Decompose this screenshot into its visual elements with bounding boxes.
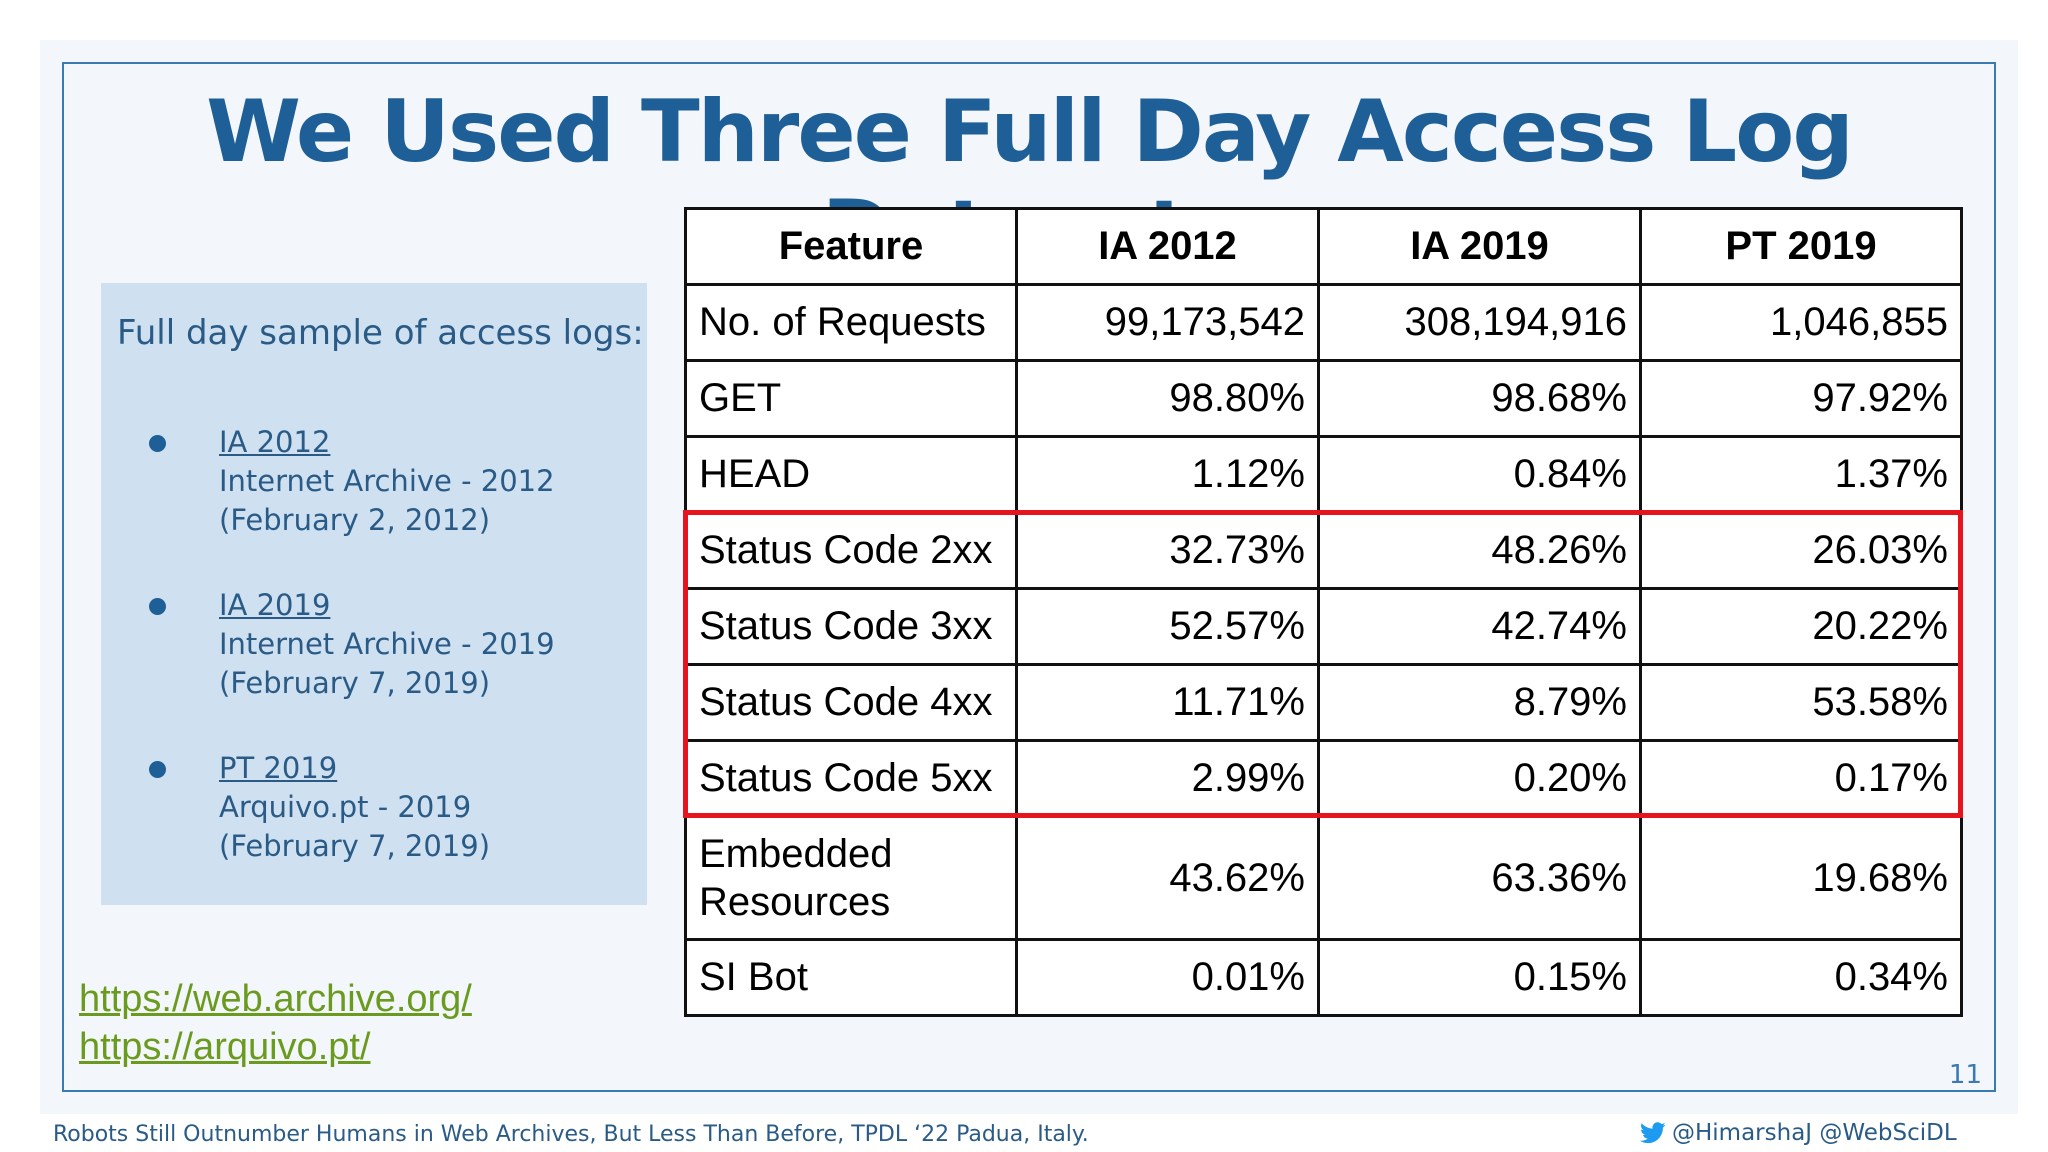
value-cell: 0.01% xyxy=(1015,938,1320,1017)
value-cell: 308,194,916 xyxy=(1317,283,1642,362)
feature-cell: Status Code 3xx xyxy=(684,587,1018,666)
column-header: IA 2012 xyxy=(1015,207,1320,286)
feature-cell: SI Bot xyxy=(684,938,1018,1017)
archive-links: https://web.archive.org/ https://arquivo… xyxy=(79,975,472,1071)
feature-cell: Embedded Resources xyxy=(684,815,1018,941)
dataset-item-ia-2019: IA 2019 Internet Archive - 2019 (Februar… xyxy=(149,586,555,703)
value-cell: 1,046,855 xyxy=(1639,283,1963,362)
dataset-item-ia-2012: IA 2012 Internet Archive - 2012 (Februar… xyxy=(149,423,555,540)
feature-cell: HEAD xyxy=(684,435,1018,514)
value-cell: 97.92% xyxy=(1639,359,1963,438)
table-header-row: Feature IA 2012 IA 2019 PT 2019 xyxy=(684,207,1963,286)
bullet-icon xyxy=(149,435,166,452)
column-header: PT 2019 xyxy=(1639,207,1963,286)
dataset-description: Arquivo.pt - 2019 xyxy=(219,790,472,824)
table-row: No. of Requests 99,173,542 308,194,916 1… xyxy=(684,283,1963,362)
value-cell: 0.34% xyxy=(1639,938,1963,1017)
bullet-icon xyxy=(149,761,166,778)
value-cell: 53.58% xyxy=(1639,663,1963,742)
twitter-icon xyxy=(1640,1122,1666,1144)
table-row: Status Code 5xx 2.99% 0.20% 0.17% xyxy=(684,739,1963,818)
value-cell: 32.73% xyxy=(1015,511,1320,590)
value-cell: 20.22% xyxy=(1639,587,1963,666)
slide-frame xyxy=(62,62,1996,1092)
column-header: IA 2019 xyxy=(1317,207,1642,286)
footer-handles: @HimarshaJ @WebSciDL xyxy=(1640,1120,1957,1146)
value-cell: 2.99% xyxy=(1015,739,1320,818)
value-cell: 52.57% xyxy=(1015,587,1320,666)
table-row: GET 98.80% 98.68% 97.92% xyxy=(684,359,1963,438)
value-cell: 43.62% xyxy=(1015,815,1320,941)
link-arquivo[interactable]: https://arquivo.pt/ xyxy=(79,1026,371,1068)
feature-cell: Status Code 5xx xyxy=(684,739,1018,818)
value-cell: 26.03% xyxy=(1639,511,1963,590)
table-row: Status Code 4xx 11.71% 8.79% 53.58% xyxy=(684,663,1963,742)
value-cell: 0.15% xyxy=(1317,938,1642,1017)
value-cell: 11.71% xyxy=(1015,663,1320,742)
table-row: HEAD 1.12% 0.84% 1.37% xyxy=(684,435,1963,514)
value-cell: 0.84% xyxy=(1317,435,1642,514)
sidebar-heading: Full day sample of access logs: xyxy=(117,313,644,353)
value-cell: 19.68% xyxy=(1639,815,1963,941)
column-header: Feature xyxy=(684,207,1018,286)
bullet-icon xyxy=(149,598,166,615)
value-cell: 0.20% xyxy=(1317,739,1642,818)
feature-cell: Status Code 4xx xyxy=(684,663,1018,742)
dataset-sidebar: Full day sample of access logs: IA 2012 … xyxy=(101,283,647,905)
value-cell: 42.74% xyxy=(1317,587,1642,666)
dataset-description: Internet Archive - 2019 xyxy=(219,627,555,661)
feature-cell: No. of Requests xyxy=(684,283,1018,362)
dataset-description: Internet Archive - 2012 xyxy=(219,464,555,498)
dataset-item-pt-2019: PT 2019 Arquivo.pt - 2019 (February 7, 2… xyxy=(149,749,491,866)
value-cell: 1.37% xyxy=(1639,435,1963,514)
value-cell: 8.79% xyxy=(1317,663,1642,742)
table-row: Embedded Resources 43.62% 63.36% 19.68% xyxy=(684,815,1963,941)
footer-citation: Robots Still Outnumber Humans in Web Arc… xyxy=(53,1122,1089,1147)
dataset-name[interactable]: PT 2019 xyxy=(219,751,338,785)
dataset-date: (February 7, 2019) xyxy=(219,666,491,700)
dataset-table: Feature IA 2012 IA 2019 PT 2019 No. of R… xyxy=(684,207,1963,1017)
value-cell: 98.80% xyxy=(1015,359,1320,438)
feature-cell: Status Code 2xx xyxy=(684,511,1018,590)
page-number: 11 xyxy=(1948,1060,1982,1090)
dataset-name[interactable]: IA 2019 xyxy=(219,588,331,622)
table-row: SI Bot 0.01% 0.15% 0.34% xyxy=(684,938,1963,1017)
value-cell: 98.68% xyxy=(1317,359,1642,438)
value-cell: 63.36% xyxy=(1317,815,1642,941)
value-cell: 48.26% xyxy=(1317,511,1642,590)
dataset-date: (February 7, 2019) xyxy=(219,829,491,863)
dataset-name[interactable]: IA 2012 xyxy=(219,425,331,459)
value-cell: 0.17% xyxy=(1639,739,1963,818)
dataset-date: (February 2, 2012) xyxy=(219,503,491,537)
table-row: Status Code 2xx 32.73% 48.26% 26.03% xyxy=(684,511,1963,590)
table-row: Status Code 3xx 52.57% 42.74% 20.22% xyxy=(684,587,1963,666)
feature-cell: GET xyxy=(684,359,1018,438)
value-cell: 1.12% xyxy=(1015,435,1320,514)
link-web-archive[interactable]: https://web.archive.org/ xyxy=(79,978,472,1020)
twitter-handles: @HimarshaJ @WebSciDL xyxy=(1672,1120,1957,1146)
value-cell: 99,173,542 xyxy=(1015,283,1320,362)
